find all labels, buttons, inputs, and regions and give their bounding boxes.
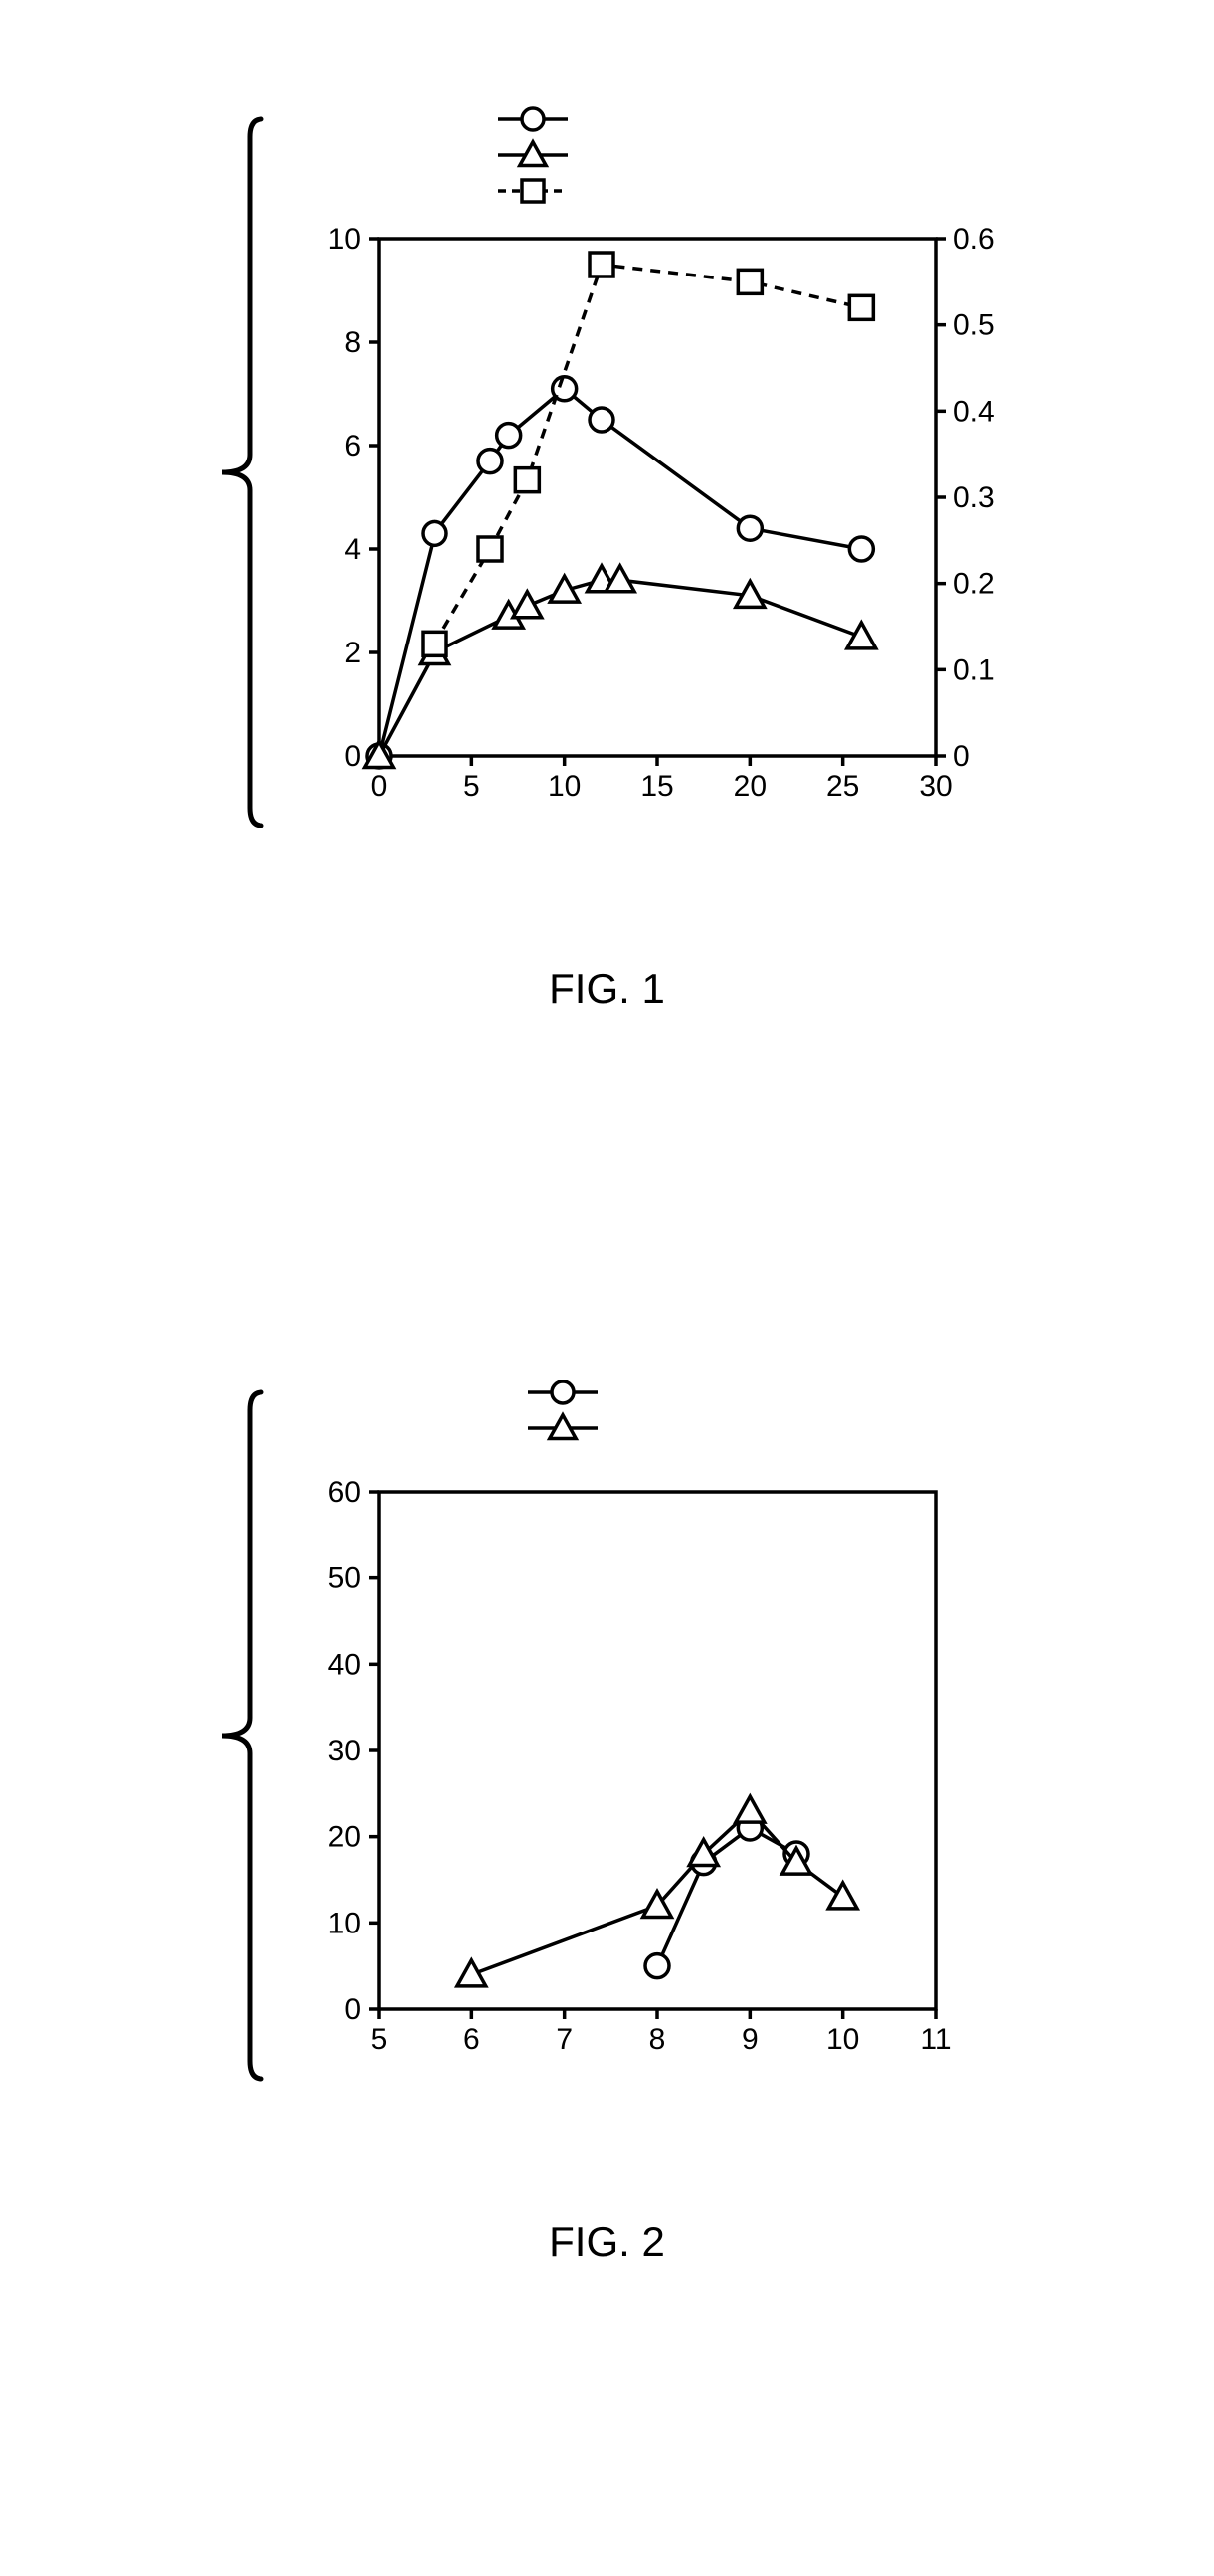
figure-1-chart: 051015202530024681000.10.20.30.40.50.6 xyxy=(160,60,1055,875)
marker-square-icon xyxy=(590,253,613,276)
marker-triangle-icon xyxy=(512,592,541,618)
svg-text:2: 2 xyxy=(344,637,361,669)
svg-text:0: 0 xyxy=(344,1993,361,2026)
svg-text:4: 4 xyxy=(344,533,361,566)
svg-text:5: 5 xyxy=(370,2023,387,2056)
figure-1-caption: FIG. 1 xyxy=(0,965,1214,1012)
svg-text:9: 9 xyxy=(741,2023,758,2056)
marker-triangle-icon xyxy=(735,1796,764,1822)
curly-brace-icon xyxy=(222,119,261,826)
marker-square-icon xyxy=(478,537,502,561)
marker-triangle-icon xyxy=(456,1960,485,1986)
svg-text:0.5: 0.5 xyxy=(954,309,995,342)
marker-triangle-icon xyxy=(846,623,875,648)
marker-circle-icon xyxy=(423,521,446,545)
figure-2-block: 5 6 7 8 9 10 11 0 10 20 30 40 50 60 FIG. 2 xyxy=(0,1333,1214,2266)
svg-text:40: 40 xyxy=(327,1648,360,1681)
svg-text:60: 60 xyxy=(327,1476,360,1509)
svg-text:15: 15 xyxy=(640,770,673,803)
svg-text:11: 11 xyxy=(920,2023,951,2056)
marker-circle-icon xyxy=(478,450,502,473)
marker-triangle-icon xyxy=(828,1883,857,1909)
svg-text:30: 30 xyxy=(327,1735,360,1767)
svg-text:8: 8 xyxy=(344,326,361,359)
svg-text:5: 5 xyxy=(462,770,479,803)
marker-circle-icon xyxy=(849,537,873,561)
svg-text:6: 6 xyxy=(344,430,361,462)
svg-text:6: 6 xyxy=(462,2023,479,2056)
svg-text:0: 0 xyxy=(370,770,387,803)
svg-text:10: 10 xyxy=(327,1907,360,1939)
legend-marker-square-icon xyxy=(522,180,544,202)
legend-marker-circle-icon xyxy=(522,108,544,130)
svg-text:0.6: 0.6 xyxy=(954,223,995,256)
svg-text:7: 7 xyxy=(556,2023,573,2056)
svg-text:10: 10 xyxy=(327,223,360,256)
svg-text:8: 8 xyxy=(648,2023,665,2056)
series-line-circle xyxy=(657,1828,796,1966)
legend-marker-circle-icon xyxy=(552,1381,574,1403)
svg-text:25: 25 xyxy=(825,770,858,803)
marker-circle-icon xyxy=(590,408,613,432)
svg-text:50: 50 xyxy=(327,1563,360,1595)
marker-circle-icon xyxy=(496,424,520,448)
svg-text:30: 30 xyxy=(919,770,952,803)
figure-1-block: 051015202530024681000.10.20.30.40.50.6 F… xyxy=(0,60,1214,1012)
series-line-triangle xyxy=(379,580,861,756)
svg-text:0: 0 xyxy=(344,740,361,773)
svg-text:0: 0 xyxy=(954,740,970,773)
svg-text:0.2: 0.2 xyxy=(954,568,995,601)
marker-square-icon xyxy=(515,468,539,492)
svg-text:0.4: 0.4 xyxy=(954,395,995,428)
marker-square-icon xyxy=(423,632,446,655)
marker-circle-icon xyxy=(645,1954,669,1978)
marker-circle-icon xyxy=(738,516,762,540)
figure-2-caption: FIG. 2 xyxy=(0,2218,1214,2266)
plot-frame xyxy=(379,1492,936,2009)
marker-square-icon xyxy=(849,295,873,319)
curly-brace-icon xyxy=(222,1392,261,2079)
svg-text:20: 20 xyxy=(327,1821,360,1854)
svg-text:0.1: 0.1 xyxy=(954,653,995,686)
svg-text:0.3: 0.3 xyxy=(954,481,995,514)
svg-text:20: 20 xyxy=(733,770,766,803)
marker-square-icon xyxy=(738,270,762,293)
svg-text:10: 10 xyxy=(547,770,580,803)
svg-text:10: 10 xyxy=(825,2023,858,2056)
figure-2-chart: 5 6 7 8 9 10 11 0 10 20 30 40 50 60 xyxy=(160,1333,1055,2128)
